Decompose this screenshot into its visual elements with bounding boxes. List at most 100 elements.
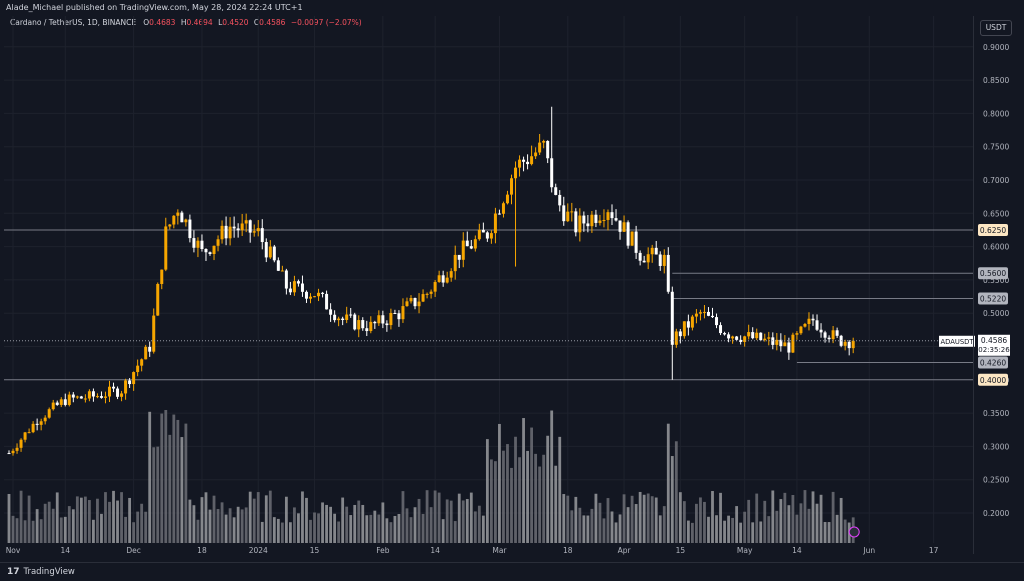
volume-bar: [148, 411, 152, 543]
footer-bar: 17 TradingView: [0, 562, 1024, 581]
symbol-legend: Cardano / TetherUS, 1D, BINANCE O0.4683 …: [10, 18, 362, 27]
volume-bar: [337, 521, 341, 543]
candle-body: [457, 254, 461, 260]
candle-body: [723, 333, 727, 335]
volume-bar: [196, 519, 200, 543]
price-axis-divider: [973, 16, 974, 554]
candle-body: [136, 365, 140, 373]
candle-body: [23, 432, 27, 440]
candle-body: [313, 296, 317, 298]
volume-bar: [558, 436, 562, 543]
volume-bar: [144, 511, 148, 543]
level-price-tag: [978, 373, 1008, 386]
volume-bar: [719, 492, 722, 543]
volume-bar: [232, 517, 236, 543]
candle-body: [606, 212, 610, 220]
volume-bar: [642, 494, 646, 543]
volume-bar: [566, 495, 570, 543]
candle-body: [469, 246, 473, 249]
volume-bar: [510, 467, 513, 543]
candle-body: [811, 318, 815, 321]
volume-bar: [686, 520, 690, 543]
candle-body: [795, 333, 799, 335]
candle-body: [91, 391, 95, 397]
candle-body: [538, 142, 542, 153]
symbol-title[interactable]: Cardano / TetherUS, 1D, BINANCE: [10, 18, 137, 27]
candle-body: [216, 239, 220, 246]
volume-bar: [59, 517, 63, 543]
volume-bar: [124, 516, 127, 543]
candle-body: [220, 225, 224, 240]
tradingview-logo-text: TradingView: [23, 567, 75, 577]
candle-body: [477, 229, 481, 240]
candle-body: [405, 301, 409, 307]
candle-body: [196, 240, 200, 248]
candle-body: [493, 213, 497, 234]
candle-body: [562, 205, 566, 222]
candle-body: [361, 320, 365, 329]
volume-bar: [594, 493, 598, 543]
volume-bar: [755, 493, 759, 543]
candle-body: [27, 432, 31, 434]
candle-body: [156, 284, 160, 316]
volume-bar: [96, 498, 99, 543]
candle-body: [132, 372, 136, 385]
volume-bar: [626, 507, 630, 543]
volume-bar: [691, 522, 694, 543]
volume-bar: [108, 501, 111, 543]
close-label: C: [253, 18, 260, 27]
x-tick-label: Jun: [862, 546, 875, 555]
volume-bar: [317, 513, 320, 543]
candle-body: [300, 283, 304, 292]
candle-body: [650, 247, 654, 255]
volume-bar: [477, 505, 481, 543]
volume-bar: [357, 500, 361, 543]
candle-body: [99, 396, 103, 398]
volume-bar: [469, 492, 473, 543]
candle-body: [694, 313, 698, 317]
volume-bar: [132, 522, 136, 543]
volume-bar: [284, 496, 288, 543]
candle-body: [43, 417, 47, 422]
candle-body: [240, 223, 244, 231]
price-chart[interactable]: 0.9000 0.8500 0.8000 0.7500 0.7000 0.6500 0.60…: [0, 0, 1024, 562]
volume-bar: [546, 435, 550, 543]
candle-body: [739, 339, 743, 342]
candle-body: [160, 269, 164, 285]
candle-body: [224, 225, 228, 239]
volume-bar: [707, 516, 710, 543]
currency-button[interactable]: USDT: [980, 20, 1012, 36]
volume-bar: [192, 505, 196, 543]
candle-body: [128, 380, 132, 385]
y-tick-label: 0.8000: [983, 109, 1009, 118]
volume-bar: [835, 514, 839, 543]
volume-bar: [682, 501, 686, 543]
candle-body: [566, 211, 570, 222]
candle-body: [514, 167, 518, 179]
candle-body: [646, 254, 650, 263]
candle-body: [31, 423, 35, 433]
candle-body: [296, 281, 300, 284]
volume-bar: [831, 491, 835, 543]
level-price-label: 0.4000: [980, 376, 1006, 385]
volume-bar: [252, 498, 256, 543]
candle-body: [401, 306, 405, 320]
candle-body: [47, 409, 51, 418]
volume-bar: [787, 505, 791, 543]
volume-bar: [63, 516, 67, 543]
volume-bar: [7, 493, 11, 543]
volume-bar: [811, 491, 815, 543]
volume-bar: [164, 410, 168, 543]
candle-body: [698, 312, 702, 314]
volume-bar: [481, 515, 485, 543]
candle-body: [288, 288, 292, 293]
volume-bar: [272, 517, 276, 543]
volume-bar: [534, 453, 538, 543]
candle-body: [337, 318, 341, 321]
volume-bar: [518, 457, 521, 543]
last-price-tag: [978, 334, 1010, 356]
tradingview-logo[interactable]: 17 TradingView: [7, 567, 75, 577]
candle-body: [268, 246, 272, 258]
volume-bar: [578, 507, 582, 543]
